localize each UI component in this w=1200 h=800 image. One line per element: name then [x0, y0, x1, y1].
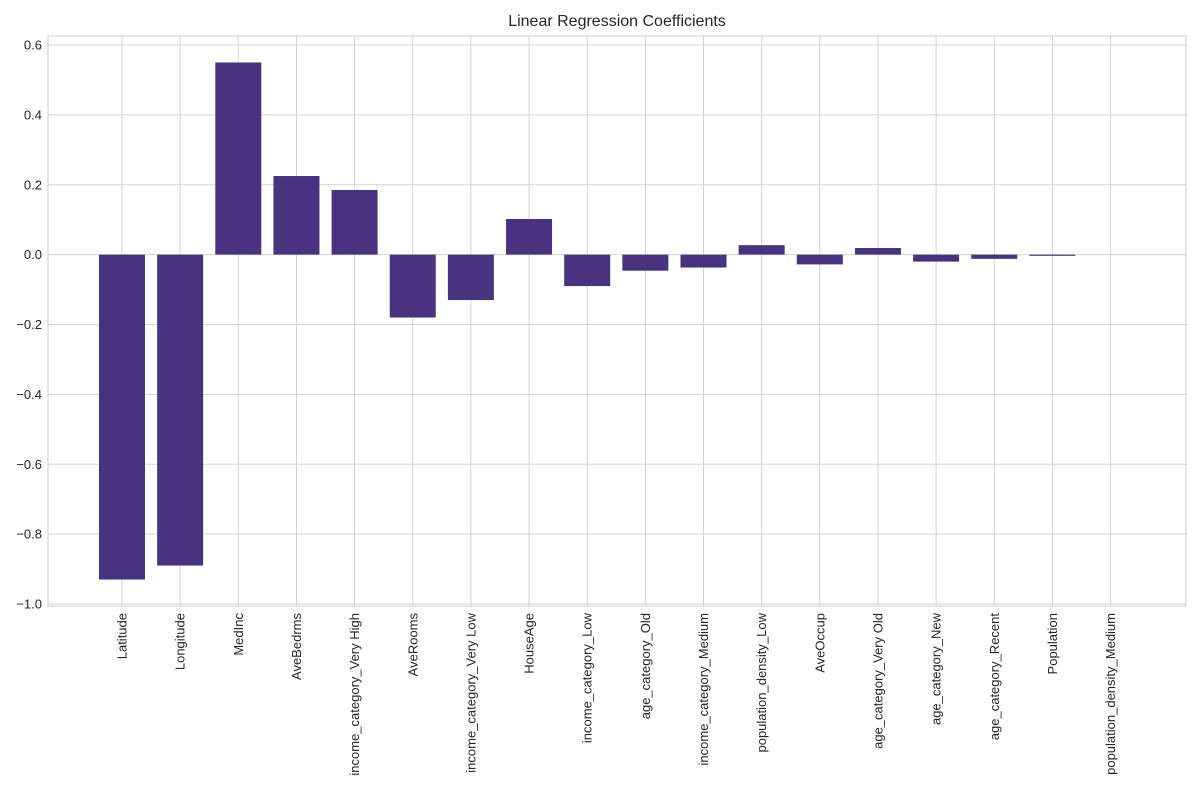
y-tick-label: −0.4	[16, 387, 42, 402]
x-tick-label: age_category_Old	[638, 613, 653, 719]
bar-income_category_Low	[564, 254, 611, 287]
y-tick-label: −1.0	[16, 597, 42, 612]
bar-Population	[1029, 254, 1076, 256]
y-tick-label: 0.6	[24, 38, 42, 53]
plot-frame	[47, 35, 1187, 607]
x-tick-label: Longitude	[173, 613, 188, 670]
bar-income_category_Very High	[331, 189, 378, 255]
bar-HouseAge	[506, 218, 553, 255]
y-tick-label: −0.2	[16, 317, 42, 332]
bar-age_category_Recent	[971, 254, 1018, 259]
x-tick-label: age_category_Very Old	[870, 613, 885, 749]
x-tick-label: age_category_Recent	[987, 613, 1002, 741]
x-tick-label: AveOccup	[812, 613, 827, 673]
x-tick-label: Population	[1045, 613, 1060, 674]
chart-title: Linear Regression Coefficients	[508, 13, 726, 30]
x-tick-label: income_category_Low	[580, 612, 595, 743]
y-tick-label: 0.2	[24, 177, 42, 192]
x-tick-label: population_density_Low	[754, 612, 769, 752]
y-tick-label: 0.0	[24, 247, 42, 262]
bar-Latitude	[99, 254, 145, 580]
y-axis-ticks: 0.6 0.4 0.2 0.0 −0.2 −0.4 −0.6 −0.8 −1.0	[16, 38, 42, 612]
x-tick-label: AveBedrms	[289, 613, 304, 680]
bar-AveOccup	[796, 254, 843, 265]
y-tick-label: −0.8	[16, 527, 42, 542]
bar-age_category_Very Old	[854, 247, 901, 255]
bar-age_category_New	[913, 254, 960, 262]
x-tick-label: AveRooms	[405, 613, 420, 677]
bar-AveBedrms	[273, 176, 320, 255]
x-tick-label: income_category_Very Low	[463, 612, 478, 772]
bar-income_category_Medium	[680, 254, 727, 268]
bar-age_category_Old	[622, 254, 669, 271]
x-tick-label: population_density_Medium	[1103, 613, 1118, 775]
bars	[99, 62, 1076, 580]
x-tick-label: income_category_Very High	[347, 613, 362, 776]
x-axis-ticks: Latitude Longitude MedInc AveBedrms income_c…	[115, 612, 1119, 775]
bar-Longitude	[157, 254, 204, 566]
bar-AveRooms	[389, 254, 436, 318]
bar-population_density_Low	[738, 245, 785, 255]
x-tick-label: age_category_New	[929, 612, 944, 725]
y-tick-label: 0.4	[24, 107, 42, 122]
bar-income_category_Very Low	[447, 254, 494, 301]
x-tick-label: MedInc	[231, 613, 246, 656]
y-tick-label: −0.6	[16, 457, 42, 472]
x-tick-label: Latitude	[115, 613, 130, 659]
x-tick-label: HouseAge	[522, 613, 537, 674]
x-tick-label: income_category_Medium	[696, 613, 711, 765]
bar-MedInc	[215, 62, 262, 255]
